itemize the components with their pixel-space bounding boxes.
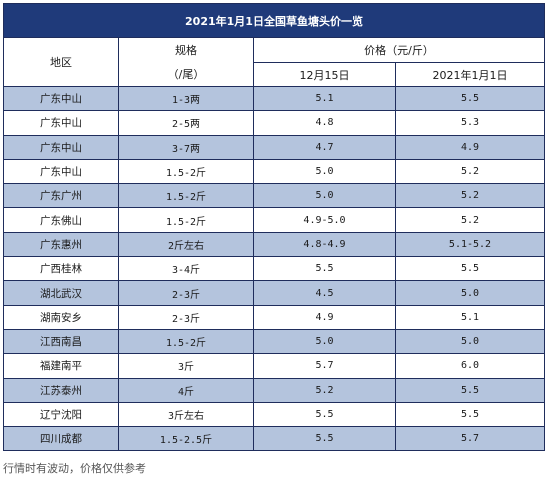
table-row: 广东佛山 1.5-2斤 4.9-5.0 5.2 [3,207,545,233]
price-jan1-cell: 4.9 [395,134,545,160]
price-dec15-cell: 5.0 [253,328,396,355]
region-cell: 江西南昌 [3,328,119,355]
table-body: 广东中山 1-3两 5.1 5.5 广东中山 2-5两 4.8 5.3 广东中山 3-7两 4.7 4… [3,85,545,452]
price-jan1-cell: 5.5 [395,377,545,403]
price-dec15-cell: 5.5 [253,401,396,428]
region-cell: 广东中山 [3,134,119,160]
price-dec15-cell: 4.5 [253,280,396,306]
price-table-container: 2021年1月1日全国草鱼塘头价一览 地区 规格 （/尾） 价格（元/斤） 12… [3,3,545,452]
spec-cell: 3斤 [118,353,254,379]
price-dec15-cell: 4.8-4.9 [253,231,396,258]
price-jan1-cell: 5.2 [395,158,545,185]
spec-cell: 3-4斤 [118,256,254,282]
region-cell: 辽宁沈阳 [3,401,119,428]
table-title: 2021年1月1日全国草鱼塘头价一览 [3,3,545,38]
table-row: 四川成都 1.5-2.5斤 5.5 5.7 [3,426,545,452]
price-dec15-cell: 4.8 [253,110,396,136]
table-row: 广东广州 1.5-2斤 5.0 5.2 [3,183,545,209]
price-jan1-cell: 5.7 [395,426,545,452]
price-dec15-cell: 5.0 [253,158,396,185]
spec-cell: 2-3斤 [118,304,254,330]
table-row: 江苏泰州 4斤 5.2 5.5 [3,377,545,403]
price-jan1-cell: 5.5 [395,256,545,282]
price-dec15-cell: 5.5 [253,426,396,452]
spec-cell: 1-3两 [118,85,254,112]
table-row: 广东中山 1-3两 5.1 5.5 [3,85,545,112]
footnote: 行情时有波动，价格仅供参考 [3,462,146,475]
spec-cell: 1.5-2.5斤 [118,426,254,452]
price-dec15-cell: 5.7 [253,353,396,379]
table-row: 广东中山 2-5两 4.8 5.3 [3,110,545,136]
region-cell: 湖南安乡 [3,304,119,330]
price-table: 2021年1月1日全国草鱼塘头价一览 地区 规格 （/尾） 价格（元/斤） 12… [3,3,545,452]
table-row: 广东中山 3-7两 4.7 4.9 [3,134,545,160]
price-jan1-cell: 5.3 [395,110,545,136]
price-jan1-cell: 5.0 [395,328,545,355]
table-row: 辽宁沈阳 3斤左右 5.5 5.5 [3,401,545,428]
region-cell: 广东广州 [3,183,119,209]
region-cell: 福建南平 [3,353,119,379]
price-jan1-cell: 6.0 [395,353,545,379]
region-cell: 四川成都 [3,426,119,452]
table-row: 广西桂林 3-4斤 5.5 5.5 [3,256,545,282]
price-jan1-cell: 5.0 [395,280,545,306]
table-row: 湖南安乡 2-3斤 4.9 5.1 [3,304,545,330]
price-jan1-cell: 5.5 [395,401,545,428]
spec-cell: 2斤左右 [118,231,254,258]
table-row: 广东中山 1.5-2斤 5.0 5.2 [3,158,545,185]
header-spec-label: 规格 [175,44,197,57]
header-spec: 规格 （/尾） [118,37,254,87]
region-cell: 广东中山 [3,158,119,185]
table-row: 湖北武汉 2-3斤 4.5 5.0 [3,280,545,306]
price-dec15-cell: 5.0 [253,183,396,209]
header-region: 地区 [3,37,119,87]
price-jan1-cell: 5.2 [395,183,545,209]
table-row: 福建南平 3斤 5.7 6.0 [3,353,545,379]
spec-cell: 2-3斤 [118,280,254,306]
spec-cell: 1.5-2斤 [118,328,254,355]
header-date-1: 12月15日 [253,62,396,87]
spec-cell: 3斤左右 [118,401,254,428]
price-jan1-cell: 5.1-5.2 [395,231,545,258]
region-cell: 广东佛山 [3,207,119,233]
price-dec15-cell: 5.1 [253,85,396,112]
price-dec15-cell: 4.9 [253,304,396,330]
header-date-2: 2021年1月1日 [395,62,545,87]
spec-cell: 1.5-2斤 [118,207,254,233]
spec-cell: 1.5-2斤 [118,183,254,209]
region-cell: 广东惠州 [3,231,119,258]
spec-cell: 1.5-2斤 [118,158,254,185]
table-row: 江西南昌 1.5-2斤 5.0 5.0 [3,328,545,355]
price-dec15-cell: 5.5 [253,256,396,282]
price-jan1-cell: 5.2 [395,207,545,233]
region-cell: 江苏泰州 [3,377,119,403]
region-cell: 广东中山 [3,85,119,112]
spec-cell: 4斤 [118,377,254,403]
region-cell: 湖北武汉 [3,280,119,306]
region-cell: 广东中山 [3,110,119,136]
header-price: 价格（元/斤） [253,37,545,63]
price-jan1-cell: 5.1 [395,304,545,330]
spec-cell: 3-7两 [118,134,254,160]
price-dec15-cell: 4.9-5.0 [253,207,396,233]
price-dec15-cell: 5.2 [253,377,396,403]
table-row: 广东惠州 2斤左右 4.8-4.9 5.1-5.2 [3,231,545,258]
price-jan1-cell: 5.5 [395,85,545,112]
price-dec15-cell: 4.7 [253,134,396,160]
region-cell: 广西桂林 [3,256,119,282]
spec-cell: 2-5两 [118,110,254,136]
header-spec-unit: （/尾） [167,68,205,81]
